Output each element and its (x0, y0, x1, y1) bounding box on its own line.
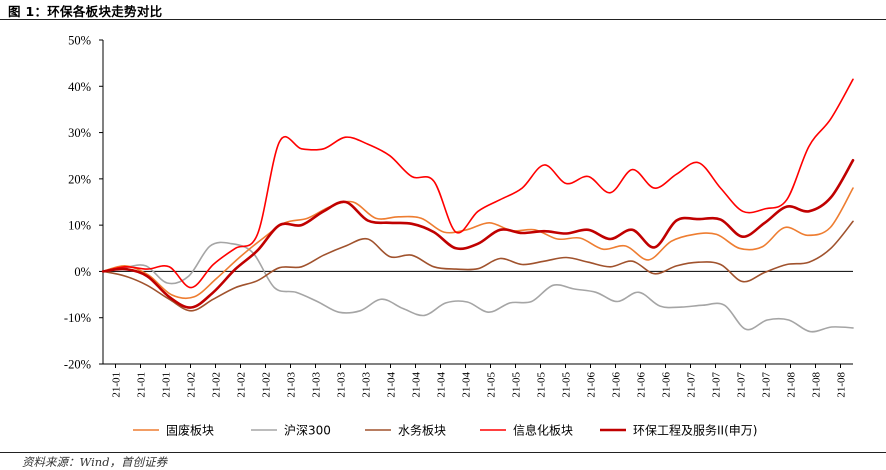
x-tick-label: 21-06 (611, 372, 623, 398)
x-tick-label: 21-03 (361, 372, 373, 398)
series-line-4 (102, 78, 854, 289)
x-tick-label: 21-03 (311, 372, 323, 398)
x-tick-label: 21-04 (411, 372, 423, 398)
x-tick-label: 21-05 (486, 372, 498, 398)
source-divider (0, 452, 886, 453)
x-tick-label: 21-05 (536, 372, 548, 398)
x-tick-label: 21-01 (161, 372, 173, 398)
x-tick-label: 21-01 (136, 372, 148, 398)
legend-label: 固废板块 (166, 423, 214, 438)
x-tick-label: 21-07 (736, 372, 748, 398)
y-tick-label: 0% (74, 265, 91, 279)
x-tick-label: 21-07 (761, 372, 773, 398)
x-tick-label: 21-06 (586, 372, 598, 398)
x-tick-label: 21-07 (711, 372, 723, 398)
y-tick-label: 40% (68, 80, 91, 94)
y-tick-label: 10% (68, 219, 91, 233)
x-tick-label: 21-03 (336, 372, 348, 398)
legend-label: 环保工程及服务II(申万) (633, 423, 757, 438)
series-line-5 (101, 159, 855, 309)
x-tick-label: 21-04 (386, 372, 398, 398)
chart-legend: 固废板块 沪深300 水务板块 信息化板块 环保工程及服务II(申万) (133, 423, 757, 438)
source-note: 资料来源：Wind，首创证券 (22, 455, 168, 469)
legend-label: 信息化板块 (513, 423, 573, 438)
figure-title: 图 1：环保各板块走势对比 (8, 4, 163, 19)
y-tick-label: 30% (68, 126, 91, 140)
legend-label: 沪深300 (284, 424, 331, 438)
x-tick-label: 21-04 (461, 372, 473, 398)
series-line-3 (102, 220, 854, 312)
series-line-1 (102, 187, 854, 300)
x-tick-label: 21-04 (436, 372, 448, 398)
y-tick-label: 20% (68, 172, 91, 186)
x-tick-label: 21-02 (186, 372, 198, 398)
y-tick-label: 50% (68, 34, 91, 48)
y-tick-label: -10% (64, 311, 91, 325)
x-tick-label: 21-08 (836, 372, 848, 398)
x-tick-label: 21-08 (786, 372, 798, 398)
x-tick-label: 21-07 (686, 372, 698, 398)
legend-label: 水务板块 (398, 423, 446, 438)
x-tick-label: 21-02 (236, 372, 248, 398)
series-line-2 (102, 241, 854, 333)
x-tick-label: 21-06 (636, 372, 648, 398)
x-tick-label: 21-05 (561, 372, 573, 398)
chart-axes: -20% -10% 0% 10% 20% 30% 40% 50% 21-01 21-01 21-01… (64, 34, 853, 398)
x-tick-label: 21-08 (811, 372, 823, 398)
x-tick-label: 21-06 (661, 372, 673, 398)
title-divider (0, 19, 886, 20)
x-tick-label: 21-01 (111, 372, 123, 398)
x-tick-label: 21-05 (511, 372, 523, 398)
chart-series-lines (101, 78, 855, 333)
x-tick-label: 21-03 (286, 372, 298, 398)
x-tick-label: 21-02 (211, 372, 223, 398)
x-tick-label: 21-02 (261, 372, 273, 398)
y-tick-label: -20% (64, 358, 91, 372)
